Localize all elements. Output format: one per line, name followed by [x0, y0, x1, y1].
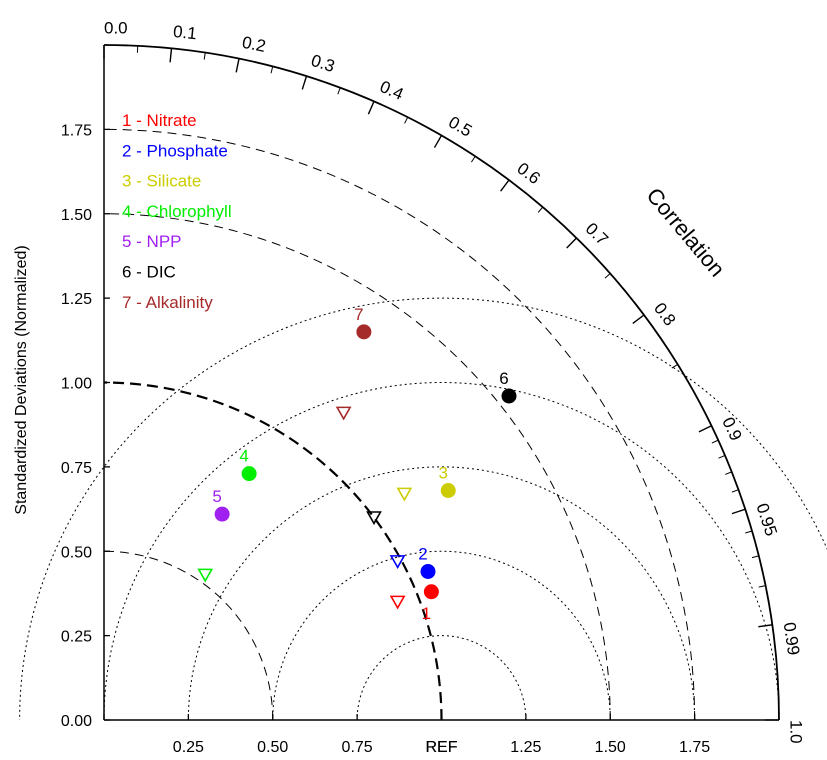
corr-tick	[169, 48, 173, 63]
corr-minor-tick	[718, 454, 726, 459]
corr-tick	[566, 237, 577, 249]
corr-minor-tick	[711, 439, 719, 444]
correlation-tick-label: 0.3	[309, 51, 337, 76]
y-tick-label: 1.50	[61, 207, 92, 224]
legend-item: 1 - Nitrate	[122, 111, 197, 130]
y-axis-title: Standardized Deviations (Normalized)	[13, 245, 30, 514]
corr-tick	[433, 135, 443, 148]
corr-minor-tick	[671, 363, 679, 369]
marker-2-open	[389, 555, 406, 570]
marker-layer: 1 2 3 4 5 6 7	[197, 305, 517, 623]
corr-minor-tick	[404, 116, 409, 124]
corr-minor-tick	[470, 155, 476, 163]
y-tick-label: 1.75	[61, 122, 92, 139]
corr-tick	[731, 508, 746, 515]
legend: 1 - Nitrate 2 - Phosphate 3 - Silicate 4 - …	[122, 111, 232, 312]
correlation-tick-label: 0.8	[650, 299, 679, 329]
correlation-tick-label: 0.5	[445, 112, 475, 140]
corr-tick	[698, 425, 712, 433]
y-tick-label: 0.00	[61, 713, 92, 730]
y-tick-label: 1.00	[61, 376, 92, 393]
y-tick-label: 0.50	[61, 544, 92, 561]
y-tick-label: 0.75	[61, 460, 92, 477]
corr-minor-tick	[758, 585, 766, 588]
rms-arc	[272, 550, 611, 721]
rms-arc	[103, 382, 780, 721]
correlation-tick-label: 0.99	[780, 621, 803, 656]
marker-7-open	[335, 406, 352, 421]
correlation-tick-label: 0.95	[752, 501, 780, 538]
corr-minor-tick	[725, 471, 732, 475]
legend-item: 5 - NPP	[122, 232, 182, 251]
marker-1-open	[389, 595, 406, 610]
correlation-tick-label: 0.0	[104, 18, 128, 37]
y-tick-label: 0.25	[61, 629, 92, 646]
x-tick-label: 1.25	[510, 739, 541, 756]
rms-arc	[356, 635, 527, 721]
marker-3-filled	[440, 483, 456, 498]
marker-label-5: 5	[212, 487, 221, 506]
x-tick-label: 0.75	[342, 739, 373, 756]
correlation-tick-label: 0.9	[718, 414, 745, 444]
corr-minor-tick	[203, 52, 206, 60]
std-dev-arc	[103, 128, 696, 721]
rms-arc	[187, 466, 696, 721]
x-tick-label: 1.75	[679, 739, 710, 756]
legend-item: 3 - Silicate	[122, 172, 201, 191]
marker-label-3: 3	[439, 464, 448, 483]
corr-minor-tick	[537, 206, 544, 213]
marker-2-filled	[420, 564, 436, 579]
legend-item: 2 - Phosphate	[122, 141, 228, 160]
x-tick-label: 0.50	[257, 739, 288, 756]
marker-label-7: 7	[354, 305, 363, 324]
y-tick-label: 1.25	[61, 291, 92, 308]
ref-label: REF	[426, 739, 458, 756]
corr-tick	[632, 314, 645, 324]
x-tick-label: 0.25	[173, 739, 204, 756]
marker-label-2: 2	[418, 545, 427, 564]
marker-label-4: 4	[239, 447, 248, 466]
marker-4-open	[197, 568, 214, 583]
grid-layer	[19, 128, 827, 721]
correlation-tick-label: 0.2	[241, 33, 268, 56]
correlation-tick-label: 0.7	[582, 219, 612, 249]
marker-6-open	[366, 511, 382, 526]
corr-tick	[758, 624, 773, 628]
corr-tick	[235, 58, 240, 73]
marker-4-filled	[241, 466, 257, 482]
corr-minor-tick	[270, 66, 274, 74]
legend-item: 4 - Chlorophyll	[122, 202, 232, 221]
reference-arc	[103, 381, 443, 721]
correlation-tick-label: 1.0	[787, 720, 806, 744]
marker-label-1: 1	[422, 604, 431, 623]
x-tick-label: 1.50	[595, 739, 626, 756]
rms-arc	[19, 297, 827, 721]
corr-minor-tick	[731, 489, 739, 493]
marker-6-filled	[501, 388, 517, 404]
correlation-arc	[103, 44, 780, 721]
marker-1-filled	[423, 584, 439, 600]
corr-tick	[500, 179, 510, 192]
x-tick-label: REF	[426, 739, 458, 756]
legend-item: 6 - DIC	[122, 263, 176, 282]
corr-tick	[367, 101, 375, 115]
marker-3-open	[396, 487, 413, 502]
std-dev-arc	[103, 213, 611, 721]
corr-minor-tick	[751, 555, 759, 559]
axis-layer	[103, 44, 780, 721]
correlation-title: Correlation	[642, 183, 730, 282]
std-dev-arc	[103, 550, 274, 721]
corr-minor-tick	[745, 530, 753, 534]
corr-minor-tick	[337, 87, 341, 95]
corr-tick	[301, 75, 308, 90]
correlation-tick-label: 0.1	[172, 22, 197, 43]
legend-item: 7 - Alkalinity	[122, 293, 213, 312]
corr-minor-tick	[604, 273, 611, 279]
correlation-tick-label: 0.6	[514, 159, 544, 188]
marker-5-filled	[214, 506, 230, 522]
correlation-tick-label: 0.4	[377, 77, 406, 104]
marker-7-filled	[356, 324, 372, 340]
marker-label-6: 6	[499, 369, 508, 388]
